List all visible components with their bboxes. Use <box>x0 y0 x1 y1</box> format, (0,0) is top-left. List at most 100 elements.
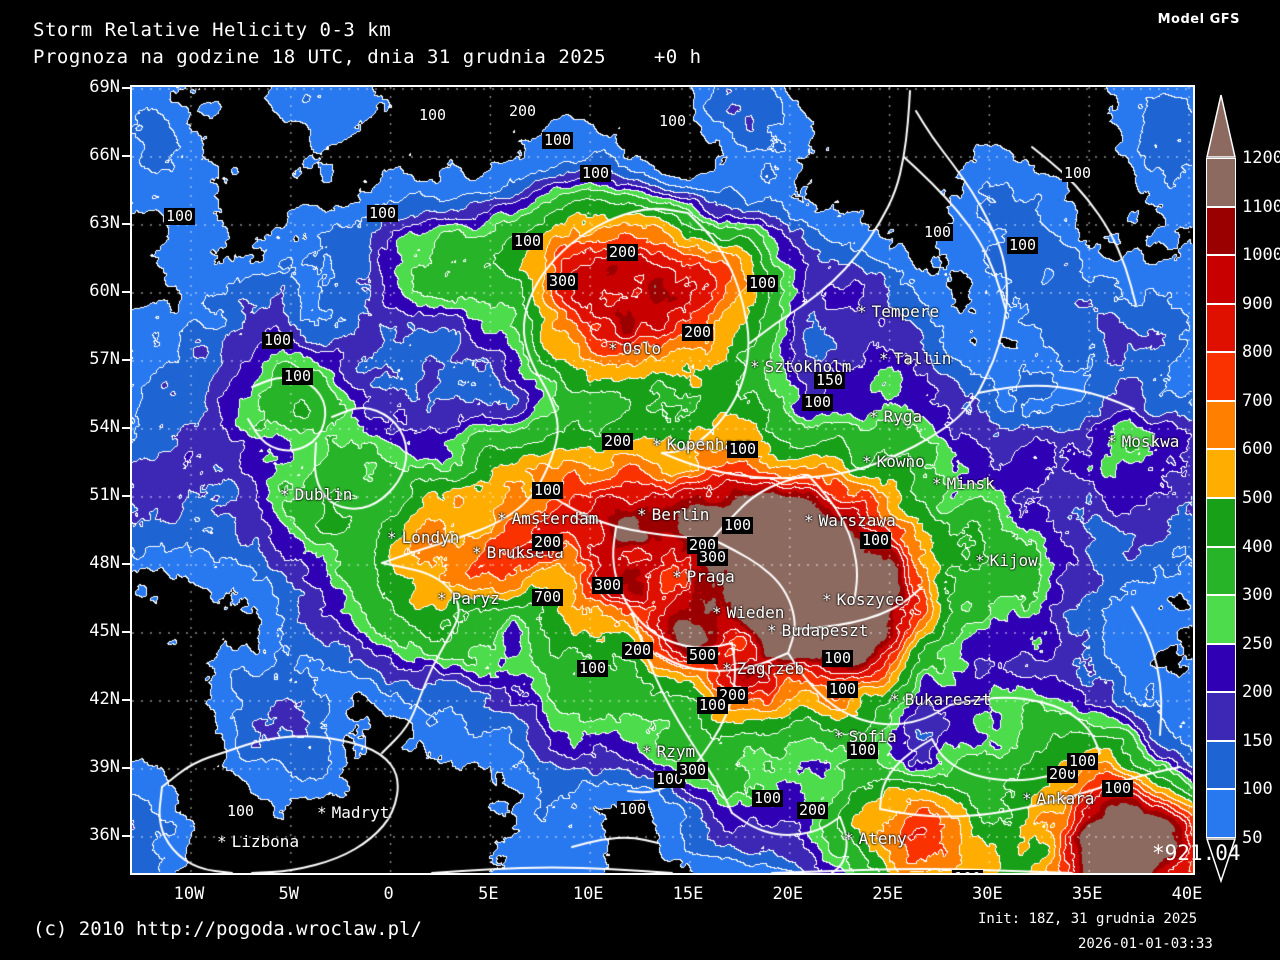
lat-tick-label: 39N <box>89 757 120 777</box>
contour-value-label: 200 <box>797 801 829 819</box>
forecast-subtitle: Prognoza na godzine 18 UTC, dnia 31 grud… <box>33 46 702 68</box>
contour-value-label: 300 <box>592 576 624 594</box>
contour-value-label: 100 <box>922 223 954 241</box>
colorbar-band <box>1206 400 1236 450</box>
contour-value-label: 300 <box>697 548 729 566</box>
colorbar-band <box>1206 546 1236 596</box>
contour-value-label: 200 <box>682 323 714 341</box>
colorbar-band <box>1206 206 1236 256</box>
colorbar-tick-label: 600 <box>1242 439 1273 460</box>
copyright-text: (c) 2010 http://pogoda.wroclaw.pl/ <box>33 918 422 940</box>
contour-value-label: 100 <box>282 367 314 385</box>
colorbar-band <box>1206 158 1236 207</box>
contour-value-label: 100 <box>747 274 779 292</box>
contour-value-label: 100 <box>580 164 612 182</box>
lat-tick <box>122 427 131 429</box>
colorbar-band <box>1206 789 1236 838</box>
contour-value-label: 100 <box>542 131 574 149</box>
contour-value-label: 100 <box>657 112 689 130</box>
model-label: Model GFS <box>1157 12 1240 27</box>
lat-tick <box>122 359 131 361</box>
lat-tick <box>122 223 131 225</box>
contour-value-label: 100 <box>847 741 879 759</box>
contour-value-label: 100 <box>512 232 544 250</box>
contour-value-label: 100 <box>752 789 784 807</box>
contour-value-label: 300 <box>677 761 709 779</box>
lon-tick-label: 0 <box>383 884 394 904</box>
colorbar-tick-label: 1100 <box>1242 196 1280 217</box>
contour-value-label: 100 <box>727 440 759 458</box>
lat-tick-label: 63N <box>89 213 120 233</box>
contour-value-label: 100 <box>860 531 892 549</box>
contour-value-label: 200 <box>507 102 539 120</box>
colorbar-tick-label: 1000 <box>1242 245 1280 266</box>
contour-value-label: 100 <box>802 393 834 411</box>
contour-value-label: 100 <box>164 207 196 225</box>
lon-tick-label: 40E <box>1171 884 1203 904</box>
contour-value-label: 100 <box>1062 164 1094 182</box>
contour-value-label: 100 <box>827 680 859 698</box>
lon-tick-label: 30E <box>972 884 1003 904</box>
contour-value-label: 100 <box>822 649 854 667</box>
contour-value-label: 100 <box>225 802 257 820</box>
contour-value-label: 200 <box>622 641 654 659</box>
colorbar-tick-label: 400 <box>1242 536 1273 557</box>
lat-tick-label: 60N <box>89 281 120 301</box>
lat-tick-label: 69N <box>89 77 120 97</box>
contour-value-label: 100 <box>1102 779 1134 797</box>
map-overlay-vectors <box>132 87 1193 873</box>
lon-tick-label: 20E <box>772 884 804 904</box>
map-plot-area: * Tempere * Sztokholm * Tallin * Oslo * Ryga * Kope… <box>130 85 1195 875</box>
contour-value-label: 100 <box>532 481 564 499</box>
colorbar-tick-label: 150 <box>1242 730 1273 751</box>
lon-tick-label: 10E <box>572 884 604 904</box>
colorbar-tick-label: 800 <box>1242 342 1273 363</box>
colorbar-band <box>1206 449 1236 498</box>
colorbar-tick-label: 200 <box>1242 682 1273 703</box>
generation-timestamp: 2026-01-01-03:33 <box>1078 936 1213 952</box>
lat-tick-label: 51N <box>89 485 120 505</box>
lat-tick <box>122 87 131 89</box>
colorbar-tick-label: 500 <box>1242 488 1273 508</box>
colorbar-under-arrow <box>1206 838 1236 883</box>
colorbar-tick-label: 900 <box>1242 293 1273 314</box>
contour-value-label: 100 <box>1067 752 1099 770</box>
lat-tick <box>122 631 131 633</box>
colorbar-over-arrow <box>1206 94 1236 158</box>
colorbar-band <box>1206 303 1236 353</box>
colorbar-tick-label: 700 <box>1242 390 1273 411</box>
contour-value-label: 200 <box>602 432 634 450</box>
lat-tick-label: 54N <box>89 417 120 437</box>
init-time-text: Init: 18Z, 31 grudnia 2025 <box>978 911 1198 927</box>
colorbar-band <box>1206 643 1236 693</box>
lat-tick <box>122 767 131 769</box>
helicity-field-raster <box>132 87 1193 873</box>
lon-tick-label: 5W <box>278 884 300 904</box>
lon-tick-label: 15E <box>672 884 704 904</box>
colorbar-band <box>1206 692 1236 741</box>
colorbar-tick-label: 1200 <box>1242 148 1280 168</box>
lat-tick-label: 36N <box>89 825 120 845</box>
contour-value-label: 200 <box>532 533 564 551</box>
colorbar-band <box>1206 352 1236 401</box>
lat-tick-label: 57N <box>89 349 120 369</box>
contour-value-label: 100 <box>417 106 449 124</box>
contour-value-label: 300 <box>547 272 579 290</box>
contour-value-label: 200 <box>607 243 639 261</box>
colorbar-band <box>1206 255 1236 304</box>
lat-tick <box>122 563 131 565</box>
contour-value-label: 100 <box>577 659 609 677</box>
contour-value-label: 100 <box>952 870 984 873</box>
contour-value-label: 100 <box>617 800 649 818</box>
max-value-annotation: *921.04 <box>1152 841 1241 865</box>
lon-tick-label: 5E <box>478 884 499 904</box>
contour-value-label: 500 <box>687 646 719 664</box>
lat-tick <box>122 835 131 837</box>
colorbar-tick-label: 250 <box>1242 633 1273 654</box>
colorbar: 1200 1100 1000 900 800 700 600 500 400 300 250 200 1… <box>1206 148 1280 848</box>
lon-tick-label: 10W <box>173 884 205 904</box>
lat-tick-label: 48N <box>89 553 120 573</box>
contour-value-label: 150 <box>814 371 846 389</box>
lat-tick <box>122 291 131 293</box>
